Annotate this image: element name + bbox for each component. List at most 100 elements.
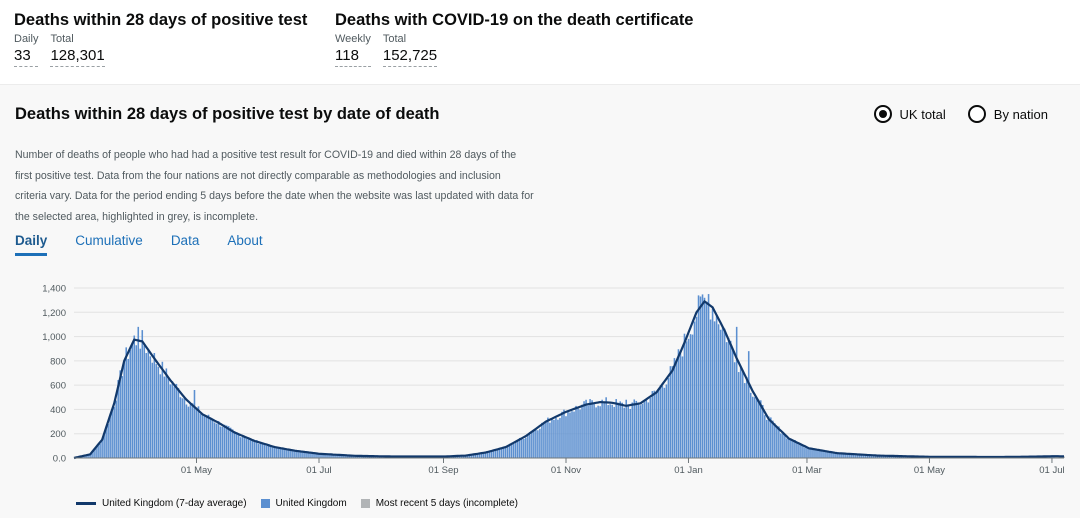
area-type-radios: UK total By nation [873, 105, 1048, 123]
bar [105, 426, 107, 458]
bar [255, 440, 258, 458]
y-tick-label: 0.0 [53, 454, 66, 465]
bar [326, 454, 328, 458]
bar [512, 443, 515, 458]
bar [139, 348, 142, 458]
bar [247, 438, 250, 458]
bar [492, 450, 495, 458]
bar [314, 452, 316, 458]
bar [649, 397, 652, 458]
metric-value[interactable]: 128,301 [50, 46, 105, 67]
bar [561, 411, 563, 458]
bar [868, 455, 870, 458]
bar [667, 378, 670, 458]
bar [177, 387, 180, 458]
bar [354, 456, 356, 458]
bar [880, 455, 883, 458]
bar [111, 409, 113, 458]
bar [268, 443, 270, 458]
bar [723, 328, 726, 458]
bar [93, 449, 95, 458]
bar [504, 446, 507, 458]
bar [203, 415, 206, 458]
bar [621, 402, 623, 458]
radio-uk-total[interactable]: UK total [873, 105, 946, 123]
legend-label: United Kingdom [275, 498, 347, 509]
bar [870, 455, 872, 458]
bar [344, 455, 346, 458]
metric-label: Total [50, 33, 74, 45]
bar [766, 419, 768, 458]
bar [330, 454, 332, 458]
tab-about[interactable]: About [227, 233, 263, 248]
x-tick-label: 01 Nov [551, 465, 581, 476]
metric-weekly[interactable]: Weekly 118 [335, 33, 371, 67]
bar [169, 384, 172, 458]
bar [713, 321, 716, 458]
bar [846, 453, 848, 458]
bar [460, 455, 463, 458]
radio-unselected-icon[interactable] [967, 105, 986, 123]
bar [498, 449, 501, 458]
bar [533, 430, 535, 458]
bar [796, 442, 798, 458]
metric-value[interactable]: 118 [335, 46, 371, 67]
legend-item-average[interactable]: United Kingdom (7-day average) [76, 498, 247, 509]
bar [691, 334, 694, 458]
bar [107, 424, 109, 458]
bar [181, 398, 184, 458]
bar [251, 439, 254, 458]
tab-data[interactable]: Data [170, 233, 200, 248]
bar [531, 432, 533, 458]
bar [824, 451, 826, 458]
legend-item-daily[interactable]: United Kingdom [260, 498, 347, 509]
bar [755, 399, 758, 458]
bar [804, 447, 806, 458]
metric-label: Weekly [335, 33, 371, 45]
tab-daily[interactable]: Daily [15, 233, 48, 256]
metric-value[interactable]: 33 [14, 46, 39, 67]
bar [737, 372, 740, 458]
radio-by-nation[interactable]: By nation [967, 105, 1048, 123]
bar [523, 438, 525, 458]
bar [874, 455, 877, 458]
bar [527, 434, 529, 458]
bar [749, 392, 752, 458]
metric-daily[interactable]: Daily 33 [14, 33, 39, 67]
bar [541, 422, 543, 458]
tab-cumulative[interactable]: Cumulative [75, 233, 143, 248]
y-tick-label: 400 [50, 405, 66, 416]
bar [519, 437, 521, 458]
metric-total[interactable]: Total 152,725 [382, 33, 438, 67]
bar [191, 403, 194, 458]
bar [579, 409, 581, 458]
bar [296, 450, 298, 458]
bar [257, 443, 260, 458]
bar [259, 443, 262, 458]
legend-item-incomplete[interactable]: Most recent 5 days (incomplete) [360, 498, 518, 509]
bar [860, 454, 862, 458]
y-tick-label: 600 [50, 381, 66, 392]
bar [757, 399, 760, 458]
legend-label: United Kingdom (7-day average) [102, 498, 247, 509]
radio-selected-icon[interactable] [873, 105, 892, 123]
bar [484, 453, 487, 458]
bar [727, 337, 730, 458]
bar [99, 443, 101, 458]
bar [627, 404, 630, 458]
bar [494, 450, 497, 458]
bar [276, 447, 278, 458]
bar [352, 455, 354, 458]
bar [183, 397, 186, 458]
bar [167, 378, 170, 458]
bar [571, 411, 573, 458]
y-tick-label: 1,000 [42, 332, 66, 343]
bar [661, 385, 664, 458]
bar [721, 326, 724, 458]
metric-group-deaths-28-days: Deaths within 28 days of positive test D… [14, 10, 307, 67]
metric-value[interactable]: 152,725 [382, 46, 438, 67]
metric-total[interactable]: Total 128,301 [50, 33, 105, 67]
bar [324, 454, 326, 458]
bar [294, 450, 296, 458]
bar [800, 443, 802, 458]
